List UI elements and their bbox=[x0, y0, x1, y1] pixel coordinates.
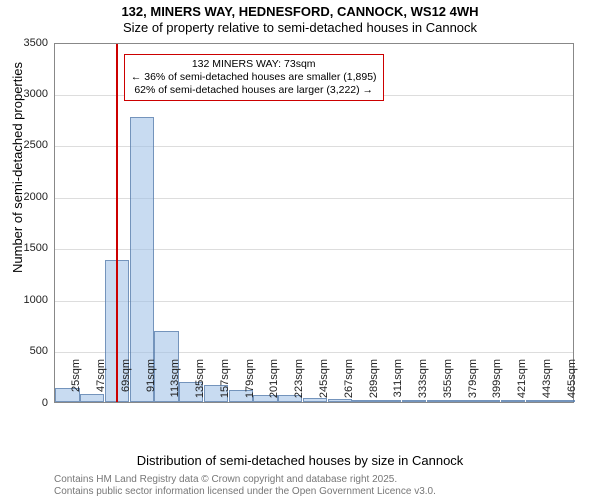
x-tick-label: 267sqm bbox=[343, 359, 355, 409]
x-tick-label: 47sqm bbox=[95, 359, 107, 409]
footer-line-1: Contains HM Land Registry data © Crown c… bbox=[54, 474, 600, 486]
x-tick-label: 245sqm bbox=[318, 359, 330, 409]
attribution-footer: Contains HM Land Registry data © Crown c… bbox=[0, 468, 600, 498]
x-tick-label: 333sqm bbox=[417, 359, 429, 409]
y-tick-label: 1000 bbox=[2, 294, 48, 306]
y-tick-label: 0 bbox=[2, 397, 48, 409]
chart-title-block: 132, MINERS WAY, HEDNESFORD, CANNOCK, WS… bbox=[0, 0, 600, 37]
x-tick-label: 201sqm bbox=[268, 359, 280, 409]
x-tick-label: 179sqm bbox=[244, 359, 256, 409]
y-tick-label: 3000 bbox=[2, 88, 48, 100]
y-tick-label: 3500 bbox=[2, 37, 48, 49]
callout-line: ← 36% of semi-detached houses are smalle… bbox=[131, 71, 377, 84]
y-tick-label: 2000 bbox=[2, 191, 48, 203]
x-tick-label: 355sqm bbox=[442, 359, 454, 409]
callout-line: 62% of semi-detached houses are larger (… bbox=[131, 84, 377, 97]
x-tick-label: 91sqm bbox=[145, 359, 157, 409]
x-tick-label: 157sqm bbox=[219, 359, 231, 409]
y-tick-label: 1500 bbox=[2, 242, 48, 254]
x-tick-label: 135sqm bbox=[194, 359, 206, 409]
plot-area: 132 MINERS WAY: 73sqm← 36% of semi-detac… bbox=[54, 43, 574, 403]
x-tick-label: 465sqm bbox=[566, 359, 578, 409]
title-line-1: 132, MINERS WAY, HEDNESFORD, CANNOCK, WS… bbox=[0, 4, 600, 20]
callout-line: 132 MINERS WAY: 73sqm bbox=[131, 58, 377, 71]
x-tick-label: 69sqm bbox=[120, 359, 132, 409]
footer-line-2: Contains public sector information licen… bbox=[54, 486, 600, 498]
y-tick-label: 2500 bbox=[2, 139, 48, 151]
x-tick-label: 289sqm bbox=[368, 359, 380, 409]
x-tick-label: 311sqm bbox=[392, 359, 404, 409]
chart-area: 132 MINERS WAY: 73sqm← 36% of semi-detac… bbox=[54, 43, 574, 403]
x-axis-label: Distribution of semi-detached houses by … bbox=[0, 453, 600, 468]
x-tick-label: 421sqm bbox=[516, 359, 528, 409]
title-line-2: Size of property relative to semi-detach… bbox=[0, 20, 600, 36]
x-tick-label: 223sqm bbox=[293, 359, 305, 409]
x-tick-label: 399sqm bbox=[491, 359, 503, 409]
y-tick-label: 500 bbox=[2, 345, 48, 357]
subject-marker-line bbox=[116, 44, 118, 402]
x-tick-label: 113sqm bbox=[169, 359, 181, 409]
subject-callout: 132 MINERS WAY: 73sqm← 36% of semi-detac… bbox=[124, 54, 384, 101]
x-tick-label: 25sqm bbox=[70, 359, 82, 409]
x-tick-label: 379sqm bbox=[467, 359, 479, 409]
x-tick-label: 443sqm bbox=[541, 359, 553, 409]
